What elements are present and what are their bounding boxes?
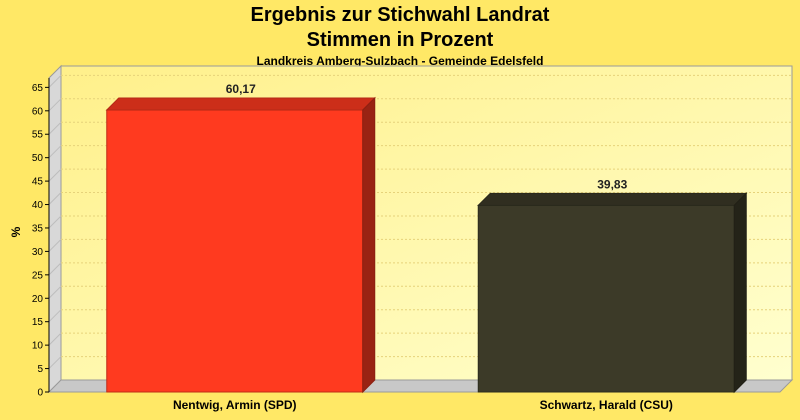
y-tick-label: 5: [37, 364, 43, 375]
bar-0: [106, 109, 364, 393]
gridline-side: [48, 121, 62, 135]
bar-side-1: [733, 192, 747, 394]
y-tick-label: 35: [32, 223, 44, 234]
bars: 60,17 39,83: [105, 82, 748, 394]
gridline-side: [48, 332, 62, 346]
chart-subtitle: Landkreis Amberg-Sulzbach - Gemeinde Ede…: [256, 54, 544, 68]
bar-1: [477, 204, 735, 393]
y-tick-label: 55: [32, 130, 44, 141]
chart-title: Ergebnis zur Stichwahl Landrat: [250, 4, 550, 26]
y-tick-label: 10: [32, 341, 44, 352]
value-label-1: 39,83: [597, 177, 627, 191]
x-tick-label-1: Schwartz, Harald (CSU): [540, 398, 673, 412]
gridline-side: [48, 356, 62, 369]
y-tick-label: 50: [32, 153, 44, 164]
y-tick-label: 0: [37, 388, 43, 399]
gridline-side: [48, 145, 62, 159]
bar-top-0: [105, 97, 376, 111]
x-axis-labels: Nentwig, Armin (SPD) Schwartz, Harald (CS…: [173, 398, 673, 412]
y-tick-label: 30: [32, 247, 44, 258]
gridline-side: [48, 239, 62, 252]
y-tick-label: 40: [32, 200, 44, 211]
bar-top-1: [477, 192, 748, 206]
bar-side-0: [362, 96, 376, 394]
gridline-side: [48, 309, 62, 323]
y-tick-label: 45: [32, 177, 44, 188]
y-tick-label: 60: [32, 106, 44, 117]
y-tick-label: 25: [32, 270, 44, 281]
gridline-side: [48, 75, 62, 88]
gridline-side: [48, 168, 62, 182]
y-tick-label: 20: [32, 294, 44, 305]
x-tick-label-0: Nentwig, Armin (SPD): [173, 398, 297, 412]
gridline-side: [48, 262, 62, 276]
gridline-side: [48, 98, 62, 112]
value-label-0: 60,17: [226, 82, 256, 96]
gridline-side: [48, 192, 62, 205]
y-tick-label: 65: [32, 83, 44, 94]
gridline-side: [48, 215, 62, 229]
chart-title-line-2: Stimmen in Prozent: [306, 29, 494, 51]
y-tick-label: 15: [32, 317, 44, 328]
gridline-side: [48, 285, 62, 299]
y-axis-ticks: 0 5 10 15 20 25 30 35 40 45 50 55 60 65: [32, 78, 50, 399]
